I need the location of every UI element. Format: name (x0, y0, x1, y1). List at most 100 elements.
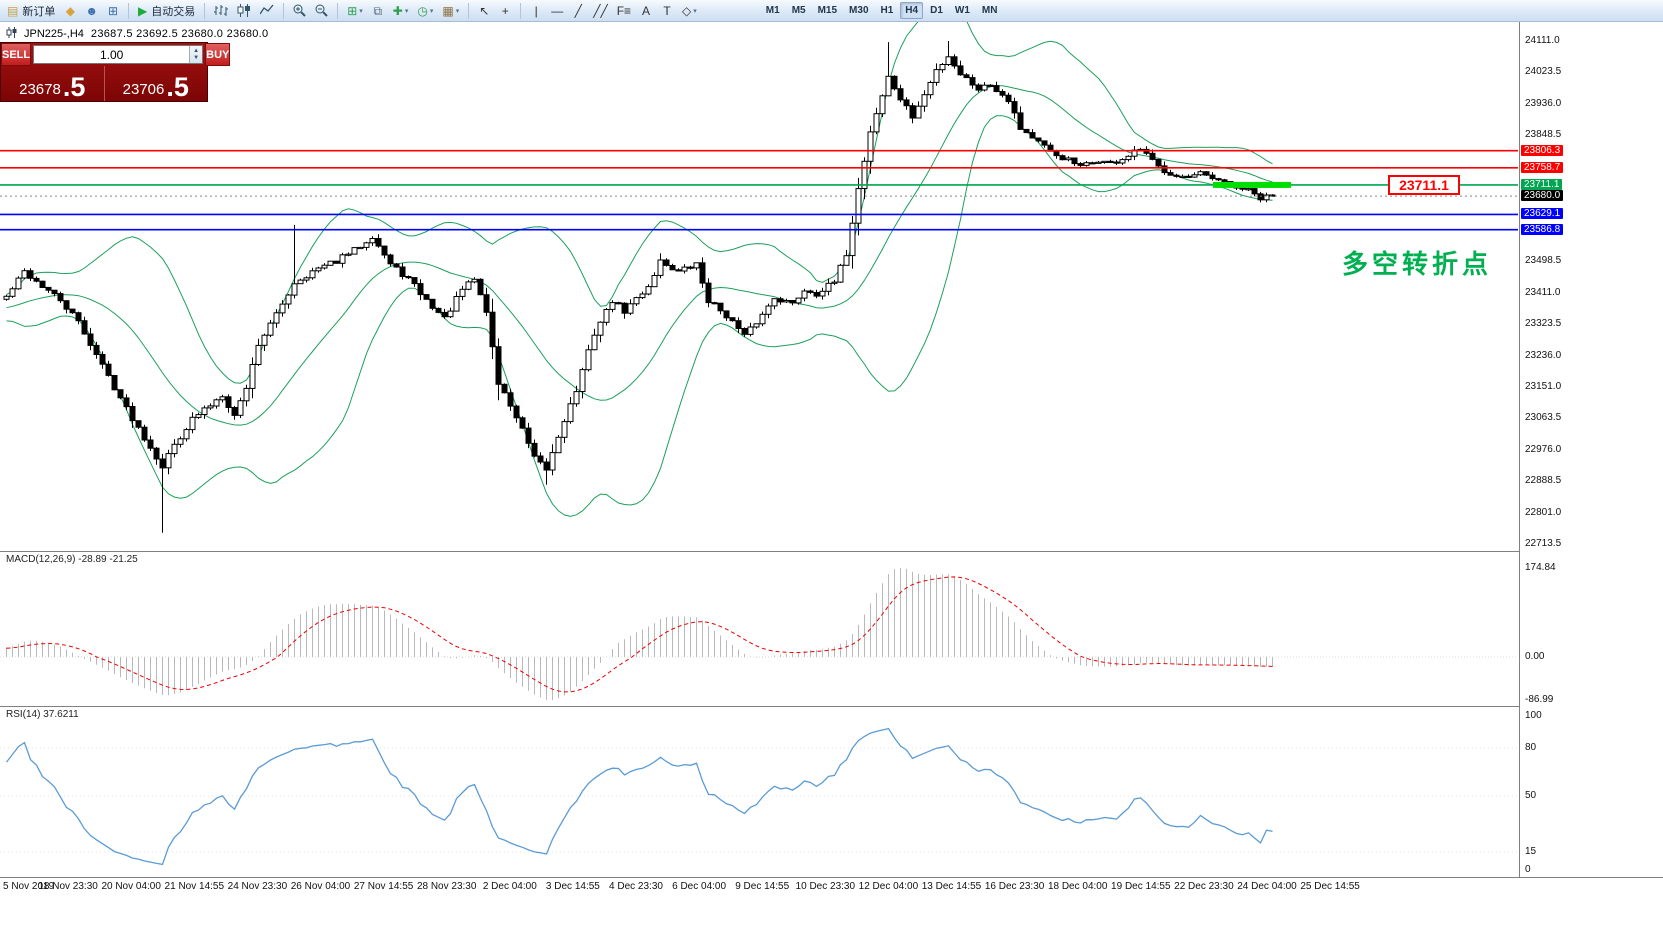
dropdown-arrow-icon[interactable]: ▾ (455, 7, 460, 15)
timeframe-toolbar: M1 M5 M15 M30 H1 H4 D1 W1 MN (761, 2, 1003, 19)
panel-separator[interactable] (0, 706, 1663, 707)
time-tick-label: 4 Dec 23:30 (609, 881, 663, 892)
volume-stepper[interactable]: ▲ ▼ (189, 46, 203, 63)
templates-icon[interactable]: ▦ ▾ (442, 3, 460, 18)
zoom-out-icon[interactable] (311, 2, 332, 20)
sell-price-main: 23678 (19, 81, 61, 98)
rsi-indicator-chart[interactable] (0, 707, 1519, 877)
dropdown-arrow-icon[interactable]: ▾ (429, 7, 434, 15)
rsi-scale-label: 80 (1525, 742, 1537, 753)
trade-panel-prices: 23678.5 23706.5 (1, 66, 207, 101)
macd-scale-label: -86.99 (1525, 694, 1554, 705)
trendline-icon[interactable]: ╱ (574, 3, 582, 18)
tile-windows-icon[interactable]: ⊞ ▾ (347, 3, 363, 18)
price-tick-label: 22801.0 (1525, 506, 1562, 518)
chart-symbol-period: JPN225-,H4 (24, 28, 84, 40)
timeframe-d1-button[interactable]: D1 (930, 5, 943, 16)
macd-scale-label: 0.00 (1525, 651, 1545, 662)
periods-icon[interactable]: ◷ ▾ (417, 3, 434, 18)
sell-price-frac: .5 (62, 72, 86, 102)
rsi-scale-label: 100 (1525, 710, 1542, 721)
timeframe-m1-button[interactable]: M1 (765, 5, 780, 16)
chart-ohlc-values: 23687.5 23692.5 23680.0 23680.0 (90, 28, 269, 40)
volume-input[interactable] (34, 46, 190, 63)
new-order-button[interactable]: ▤ 新订单 (7, 3, 56, 18)
price-tick-label: 23936.0 (1525, 97, 1562, 109)
time-axis[interactable]: 5 Nov 2019 18 Nov 23:30 20 Nov 04:00 21 Nov… (0, 877, 1663, 895)
label-icon[interactable]: T (663, 3, 671, 18)
toolbar: ▤ 新订单 ◆ ☻ ⊞ ▶ 自动交易 ⊞ ▾ ⧉ ✚ ▾ ◷ ▾ ▦ ▾ ↖ + | — ╱ ╱╱ F≡ A T ◇ ▾ M1 M5 M… (0, 0, 1663, 22)
toolbar-separator (283, 2, 285, 19)
price-tick-label: 23848.5 (1525, 129, 1562, 141)
one-click-trading-panel: SELL ▲ ▼ BUY 23678.5 23706.5 (0, 42, 231, 102)
candlestick-chart-icon[interactable] (233, 2, 255, 20)
time-tick-label: 6 Dec 04:00 (672, 881, 727, 892)
price-flag: 23711.1 (1388, 174, 1460, 195)
price-tick-label: 23063.5 (1525, 412, 1562, 424)
market-watch-icon[interactable]: ☻ (85, 3, 98, 18)
dropdown-arrow-icon[interactable]: ▾ (359, 7, 363, 15)
bar-chart-icon[interactable] (210, 2, 232, 20)
shapes-icon[interactable]: ◇ ▾ (682, 3, 697, 18)
price-tick-label: 22713.5 (1525, 538, 1562, 549)
time-tick-label: 19 Dec 14:55 (1111, 881, 1171, 892)
rsi-scale-label: 0 (1525, 864, 1531, 875)
volume-up-icon[interactable]: ▲ (193, 48, 200, 54)
price-tick-label: 23411.0 (1525, 286, 1561, 298)
time-tick-label: 16 Dec 23:30 (984, 881, 1045, 892)
autotrade-button[interactable]: ▶ 自动交易 (137, 3, 196, 18)
cursor-icon[interactable]: ↖ (479, 3, 490, 18)
price-tick-label: 23498.5 (1525, 255, 1562, 267)
macd-label: MACD(12,26,9) -28.89 -21.25 (6, 554, 138, 565)
text-icon[interactable]: A (642, 3, 651, 18)
fibonacci-icon[interactable]: F≡ (616, 3, 632, 18)
sell-button[interactable]: SELL (1, 43, 32, 66)
zoom-in-icon[interactable] (289, 2, 310, 20)
line-chart-icon[interactable] (256, 2, 278, 20)
hline-price-marker: 23758.7 (1521, 161, 1564, 173)
timeframe-h4-button[interactable]: H4 (900, 2, 924, 19)
panel-separator[interactable] (0, 551, 1663, 552)
timeframe-m5-button[interactable]: M5 (791, 5, 806, 16)
price-tick-label: 23236.0 (1525, 349, 1562, 361)
rsi-scale-label: 15 (1525, 846, 1537, 857)
buy-price[interactable]: 23706.5 (103, 66, 208, 101)
macd-indicator-chart[interactable] (0, 552, 1519, 706)
time-tick-label: 3 Dec 14:55 (545, 881, 600, 892)
timeframe-m15-button[interactable]: M15 (817, 5, 838, 16)
cascade-windows-icon[interactable]: ⧉ (373, 3, 383, 18)
chart-profile-icon[interactable]: ◆ (65, 3, 75, 18)
crosshair-icon[interactable]: + (501, 3, 509, 18)
dropdown-arrow-icon[interactable]: ▾ (693, 7, 697, 15)
sell-price[interactable]: 23678.5 (1, 66, 104, 101)
time-tick-label: 5 Nov 2019 (3, 881, 55, 892)
toolbar-separator (520, 2, 522, 19)
chart-window[interactable]: JPN225-,H4 23687.5 23692.5 23680.0 23680… (0, 22, 1663, 947)
timeframe-h1-button[interactable]: H1 (880, 5, 894, 16)
timeframe-mn-button[interactable]: MN (981, 5, 998, 16)
indicators-icon[interactable]: ✚ ▾ (392, 3, 409, 18)
time-tick-label: 26 Nov 04:00 (290, 881, 351, 892)
horizontal-line-icon[interactable]: — (551, 3, 564, 18)
channel-icon[interactable]: ╱╱ (593, 3, 608, 18)
rsi-scale-label: 50 (1525, 790, 1537, 801)
timeframe-w1-button[interactable]: W1 (954, 5, 970, 16)
time-tick-label: 18 Nov 23:30 (38, 881, 98, 892)
timeframe-m30-button[interactable]: M30 (849, 5, 869, 16)
price-chart[interactable] (0, 22, 1519, 551)
time-tick-label: 27 Nov 14:55 (353, 881, 414, 892)
price-scale[interactable]: 24111.0 24023.5 23936.0 23848.5 23498.5 23411… (1519, 22, 1663, 877)
time-tick-label: 20 Nov 04:00 (101, 881, 161, 892)
vertical-line-icon[interactable]: | (534, 3, 538, 18)
hline-price-marker: 23586.8 (1521, 223, 1564, 235)
volume-field[interactable]: ▲ ▼ (33, 45, 204, 64)
time-tick-label: 24 Nov 23:30 (227, 881, 288, 892)
volume-down-icon[interactable]: ▼ (193, 55, 200, 61)
dropdown-arrow-icon[interactable]: ▾ (404, 7, 409, 15)
toolbar-separator (127, 2, 129, 19)
hline-price-marker: 23711.1 (1521, 178, 1563, 190)
data-window-icon[interactable]: ⊞ (107, 3, 119, 18)
buy-button[interactable]: BUY (205, 43, 231, 66)
time-tick-label: 25 Dec 14:55 (1300, 881, 1360, 892)
time-tick-label: 18 Dec 04:00 (1047, 881, 1108, 892)
